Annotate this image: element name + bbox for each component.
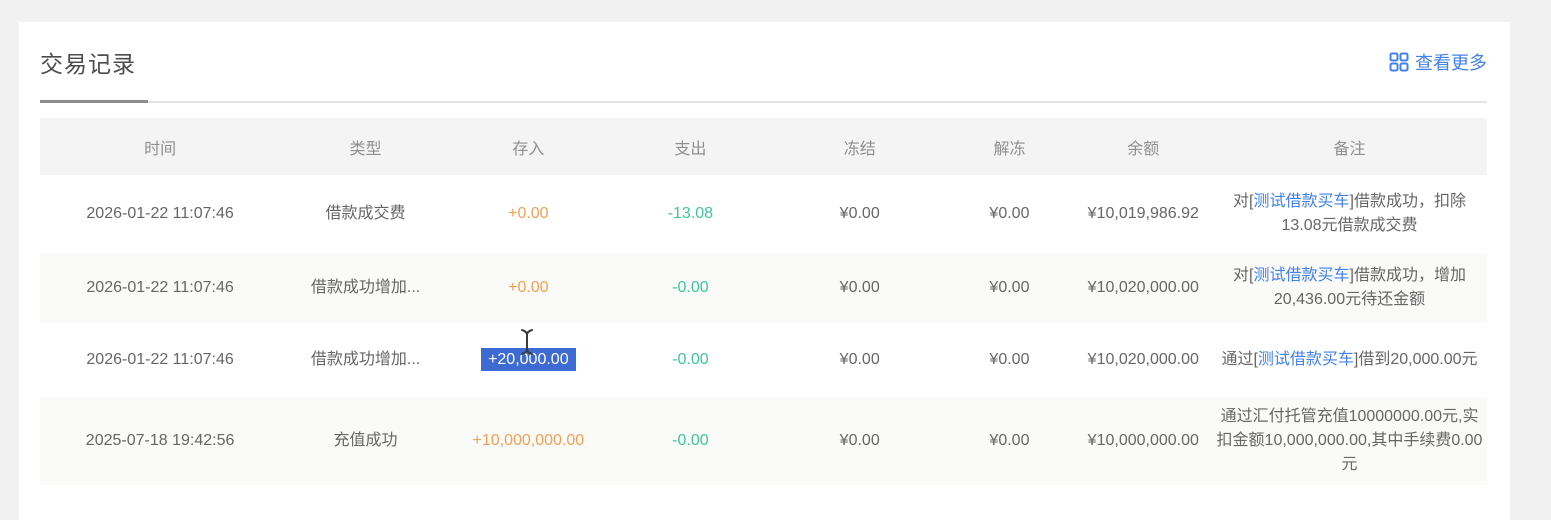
cell-expense: -0.00 — [672, 432, 709, 449]
selected-text: +20,000.00 — [481, 348, 576, 371]
cell-unfrozen: ¥0.00 — [989, 351, 1030, 368]
column-header-unfrozen: 解冻 — [944, 118, 1075, 175]
transaction-records-card: 交易记录 查看更多 — [19, 22, 1510, 520]
column-header-expense: 支出 — [605, 118, 776, 175]
remark-text: ]借款成功，增加20,436.00元待还金额 — [1273, 267, 1466, 308]
table-row: 2026-01-22 11:07:46 借款成功增加... +0.00 -0.0… — [40, 253, 1487, 323]
cell-time: 2026-01-22 11:07:46 — [86, 279, 234, 296]
cell-balance: ¥10,019,986.92 — [1087, 205, 1199, 222]
remark-text: ]借到20,000.00元 — [1353, 351, 1478, 368]
remark-text: 通过[ — [1221, 351, 1258, 368]
cell-type: 借款成功增加... — [310, 351, 421, 368]
cell-remark: 对[测试借款买车]借款成功，增加20,436.00元待还金额 — [1212, 253, 1487, 323]
cell-remark: 通过[测试借款买车]借到20,000.00元 — [1212, 323, 1487, 397]
remark-text: 通过汇付托管充值10000000.00元,实扣金额10,000,000.00,其… — [1216, 408, 1483, 473]
remark-text: ]借款成功，扣除13.08元借款成交费 — [1281, 193, 1466, 234]
cell-remark: 通过汇付托管充值10000000.00元,实扣金额10,000,000.00,其… — [1212, 397, 1487, 485]
cell-expense: -13.08 — [667, 205, 714, 222]
table-row: 2026-01-22 11:07:46 借款成功增加... +20,000.00… — [40, 323, 1487, 397]
cell-deposit: +0.00 — [508, 279, 549, 296]
column-header-frozen: 冻结 — [775, 118, 945, 175]
cell-deposit: +0.00 — [508, 205, 549, 222]
table-header-row: 时间 类型 存入 支出 冻结 解冻 余额 备注 — [40, 118, 1487, 175]
cell-balance: ¥10,020,000.00 — [1087, 351, 1199, 368]
cell-type: 借款成功增加... — [310, 279, 421, 296]
column-header-balance: 余额 — [1074, 118, 1213, 175]
cell-frozen: ¥0.00 — [839, 205, 880, 222]
title-underline-accent — [40, 100, 148, 103]
cell-unfrozen: ¥0.00 — [989, 279, 1030, 296]
cell-expense: -0.00 — [672, 279, 709, 296]
cell-balance: ¥10,020,000.00 — [1087, 279, 1199, 296]
column-header-deposit: 存入 — [450, 118, 606, 175]
cell-deposit: +20,000.00 — [451, 323, 606, 397]
cell-time: 2026-01-22 11:07:46 — [86, 351, 234, 368]
table-row: 2026-01-22 11:07:46 借款成交费 +0.00 -13.08 ¥… — [40, 175, 1487, 253]
remark-text: 对[ — [1233, 193, 1254, 210]
cell-frozen: ¥0.00 — [839, 279, 880, 296]
cell-frozen: ¥0.00 — [839, 351, 880, 368]
transactions-table: 时间 类型 存入 支出 冻结 解冻 余额 备注 2026-01-22 11:07… — [40, 118, 1487, 485]
table-row: 2025-07-18 19:42:56 充值成功 +10,000,000.00 … — [40, 397, 1487, 485]
view-more-link[interactable]: 查看更多 — [1389, 49, 1487, 75]
title-underline — [40, 100, 1487, 103]
cell-unfrozen: ¥0.00 — [989, 205, 1030, 222]
cell-remark: 对[测试借款买车]借款成功，扣除13.08元借款成交费 — [1212, 175, 1487, 253]
cell-time: 2026-01-22 11:07:46 — [86, 205, 234, 222]
column-header-type: 类型 — [280, 118, 451, 175]
cell-deposit: +10,000,000.00 — [472, 432, 585, 449]
cell-time: 2025-07-18 19:42:56 — [85, 432, 235, 449]
grid-icon — [1389, 52, 1409, 72]
remark-link[interactable]: 测试借款买车 — [1253, 267, 1350, 284]
cell-type: 借款成交费 — [325, 205, 406, 222]
view-more-label: 查看更多 — [1415, 53, 1487, 73]
cell-frozen: ¥0.00 — [839, 432, 880, 449]
column-header-remark: 备注 — [1212, 118, 1487, 175]
remark-text: 对[ — [1233, 267, 1254, 284]
column-header-time: 时间 — [40, 118, 281, 175]
cell-expense: -0.00 — [672, 351, 709, 368]
remark-link[interactable]: 测试借款买车 — [1257, 351, 1354, 368]
cell-balance: ¥10,000,000.00 — [1087, 432, 1199, 449]
cell-type: 充值成功 — [333, 432, 398, 449]
page-title: 交易记录 — [40, 51, 136, 77]
remark-link[interactable]: 测试借款买车 — [1253, 193, 1350, 210]
cell-unfrozen: ¥0.00 — [989, 432, 1030, 449]
